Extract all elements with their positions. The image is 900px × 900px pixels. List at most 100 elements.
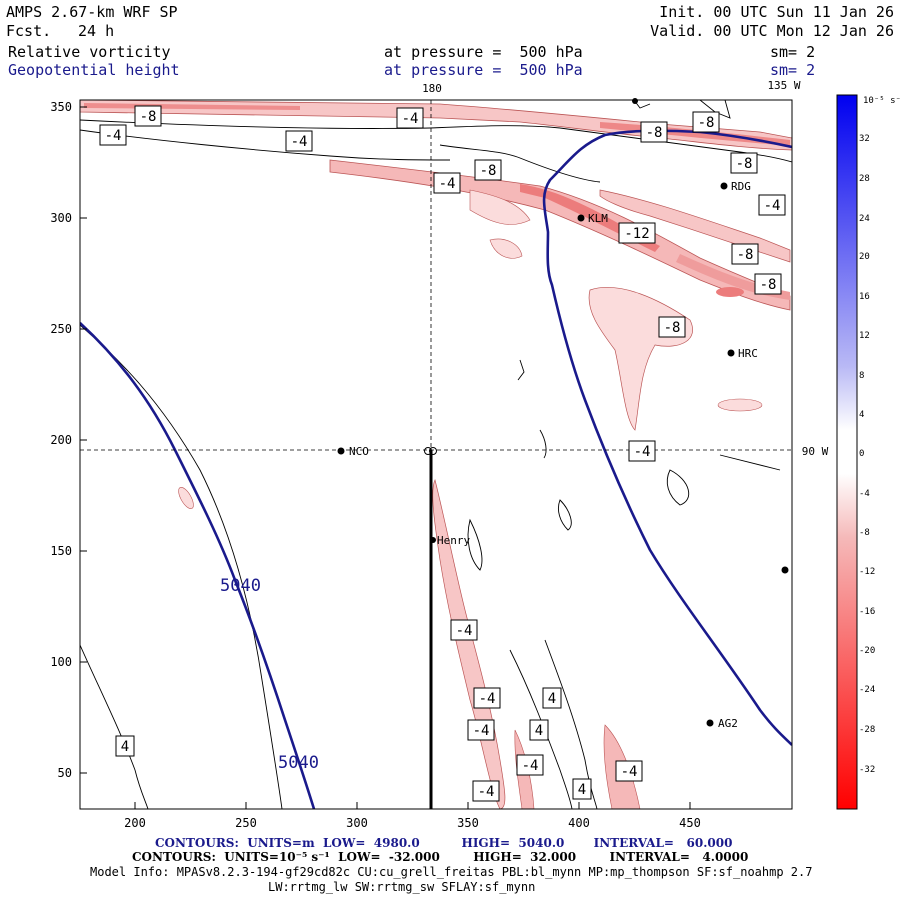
contour-info-vorticity: CONTOURS: UNITS=10⁻⁵ s⁻¹ LOW= -32.000 HI… [132,850,749,864]
y-axis-labels: 350 300 250 200 150 100 50 [50,100,72,780]
svg-text:-20: -20 [859,646,875,656]
x-tick-label: 350 [457,816,479,830]
height-label: 5040 [220,576,261,596]
svg-text:-4: -4 [764,198,781,214]
station-ag2: AG2 [706,717,738,730]
svg-text:-24: -24 [859,685,875,695]
svg-text:NCO: NCO [349,445,369,458]
svg-text:4: 4 [578,782,586,798]
x-axis-labels: 200 250 300 350 400 450 [124,816,701,830]
field2-pressure: at pressure = 500 hPa [384,61,583,79]
svg-text:-8: -8 [698,115,715,131]
svg-text:KLM: KLM [588,212,608,225]
vorticity-shading-small-blob-2 [717,398,763,412]
svg-text:-4: -4 [456,623,473,639]
y-tick-label: 350 [50,100,72,114]
colorbar [836,94,858,810]
svg-text:RDG: RDG [731,180,751,193]
x-tick-label: 200 [124,816,146,830]
svg-text:-8: -8 [736,156,753,172]
init-time: Init. 00 UTC Sun 11 Jan 26 [659,3,894,21]
y-tick-label: 150 [50,544,72,558]
field1-smoothing: sm= 2 [770,43,816,61]
valid-time: Valid. 00 UTC Mon 12 Jan 26 [650,22,894,40]
svg-text:-4: -4 [859,489,870,499]
field2-smoothing: sm= 2 [770,61,816,79]
vorticity-field [80,100,792,809]
svg-text:4: 4 [859,410,864,420]
svg-text:24: 24 [859,214,870,224]
svg-text:-8: -8 [737,247,754,263]
colorbar-ticks: 32 28 24 20 16 12 8 4 0 -4 -8 -12 -16 -2… [859,134,875,775]
svg-text:-8: -8 [480,163,497,179]
y-tick-label: 200 [50,433,72,447]
y-tick-label: 50 [58,766,72,780]
x-tick-label: 400 [568,816,590,830]
svg-text:4: 4 [121,739,129,755]
svg-text:-4: -4 [621,764,638,780]
svg-text:20: 20 [859,252,870,262]
svg-text:-12: -12 [624,226,649,242]
svg-text:0: 0 [859,449,864,459]
forecast-hour: 24 h [78,22,115,40]
svg-text:-4: -4 [105,128,122,144]
height-contours [80,129,792,809]
svg-text:-28: -28 [859,725,875,735]
svg-text:-4: -4 [522,758,539,774]
station-rdg: RDG [720,180,751,193]
field1-name: Relative vorticity [8,43,171,61]
axis-ticks [80,106,691,809]
south-pole-marker [424,447,437,455]
meridian-label-90w: 90 W [802,445,829,458]
svg-text:Henry: Henry [437,534,470,547]
vorticity-shading-blob-2 [489,238,523,259]
station-nco: NCO [337,445,369,458]
y-tick-label: 100 [50,655,72,669]
height-label: 5040 [278,753,319,773]
height-contour-west [80,322,316,809]
svg-text:-8: -8 [646,125,663,141]
model-info: Model Info: MPASv8.2.3-194-gf29cd82c CU:… [90,865,813,879]
svg-text:-16: -16 [859,607,875,617]
vorticity-shading-diagonal-band [329,159,791,311]
model-info-cont: LW:rrtmg_lw SW:rrtmg_sw SFLAY:sf_mynn [268,880,536,894]
vorticity-contour-lines [80,100,792,809]
vorticity-shading-small-blob-1 [178,487,194,509]
svg-text:8: 8 [859,371,864,381]
vorticity-shading-streamer-1 [432,478,506,809]
svg-text:4: 4 [535,723,543,739]
meridian-label-180: 180 [422,82,442,95]
svg-text:-4: -4 [473,723,490,739]
vorticity-labels: -8 -4 -4 -4 -8 -4 -12 -8 -8 -8 -4 -8 -8 … [99,105,786,802]
svg-text:32: 32 [859,134,870,144]
svg-text:-8: -8 [859,528,870,538]
svg-text:-4: -4 [634,444,651,460]
svg-text:-8: -8 [140,109,157,125]
station-hrc: HRC [727,347,758,360]
model-title: AMPS 2.67-km WRF SP [6,3,178,21]
vorticity-shading-mid-blob [588,286,693,431]
svg-text:AG2: AG2 [718,717,738,730]
x-tick-label: 300 [346,816,368,830]
vorticity-shading-small-blob-3 [716,287,744,297]
x-tick-label: 450 [679,816,701,830]
stations: NCO Henry KLM RDG HRC AG2 [337,98,789,730]
contour-info-height: CONTOURS: UNITS=m LOW= 4980.0 HIGH= 5040… [155,836,733,850]
svg-text:-12: -12 [859,567,875,577]
station-klm: KLM [577,212,608,225]
svg-text:-8: -8 [664,320,681,336]
forecast-label: Fcst. [6,22,52,40]
station-unlabeled [632,98,638,104]
svg-text:-32: -32 [859,765,875,775]
svg-text:-4: -4 [402,111,419,127]
svg-text:28: 28 [859,174,870,184]
svg-text:4: 4 [548,691,556,707]
station-henry: Henry [430,534,470,547]
svg-text:-4: -4 [479,691,496,707]
svg-text:12: 12 [859,331,870,341]
vorticity-shading-north-band [80,100,792,151]
meridian-label-135w: 135 W [767,79,800,92]
svg-text:-4: -4 [478,784,495,800]
